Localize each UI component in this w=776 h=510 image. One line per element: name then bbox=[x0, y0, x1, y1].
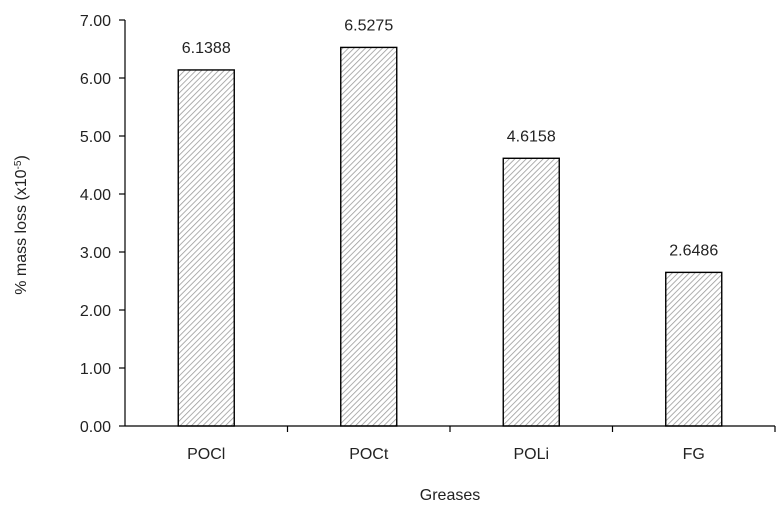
bar-poli bbox=[502, 157, 560, 427]
bar-pocl bbox=[177, 69, 235, 427]
x-tick-label-poct: POCt bbox=[349, 446, 389, 463]
y-tick-label: 4.00 bbox=[80, 187, 111, 204]
y-axis-title-prefix: % mass loss (x10 bbox=[13, 169, 30, 294]
data-labels-group: 6.1388 6.5275 4.6158 2.6486 bbox=[182, 17, 719, 259]
y-ticks-group: 0.00 1.00 2.00 3.00 4.00 5.00 6.00 7.00 bbox=[80, 13, 125, 436]
y-axis: 0.00 1.00 2.00 3.00 4.00 5.00 6.00 7.00 bbox=[80, 13, 126, 436]
y-axis-title-superscript: -5 bbox=[13, 160, 24, 169]
x-tick-label-pocl: POCl bbox=[187, 446, 225, 463]
x-tick-label-fg: FG bbox=[683, 446, 705, 463]
y-tick-label: 2.00 bbox=[80, 303, 111, 320]
y-tick-label: 6.00 bbox=[80, 71, 111, 88]
data-label-poli: 4.6158 bbox=[507, 128, 556, 145]
bars-group bbox=[177, 46, 723, 427]
y-tick-label: 5.00 bbox=[80, 129, 111, 146]
x-ticks-group: POCl POCt POLi FG bbox=[187, 426, 776, 463]
data-label-fg: 2.6486 bbox=[669, 242, 718, 259]
x-tick-label-poli: POLi bbox=[513, 446, 549, 463]
x-axis-title: Greases bbox=[420, 487, 480, 504]
bar-fg bbox=[665, 271, 723, 427]
y-tick-label: 3.00 bbox=[80, 245, 111, 262]
y-axis-title: % mass loss (x10-5) bbox=[13, 155, 31, 295]
data-label-pocl: 6.1388 bbox=[182, 40, 231, 57]
bar-poct bbox=[340, 46, 398, 427]
x-axis: POCl POCt POLi FG bbox=[125, 425, 776, 463]
y-tick-label: 1.00 bbox=[80, 361, 111, 378]
data-label-poct: 6.5275 bbox=[344, 17, 393, 34]
y-tick-label: 0.00 bbox=[80, 419, 111, 436]
y-tick-label: 7.00 bbox=[80, 13, 111, 30]
y-axis-title-suffix: ) bbox=[13, 155, 30, 160]
